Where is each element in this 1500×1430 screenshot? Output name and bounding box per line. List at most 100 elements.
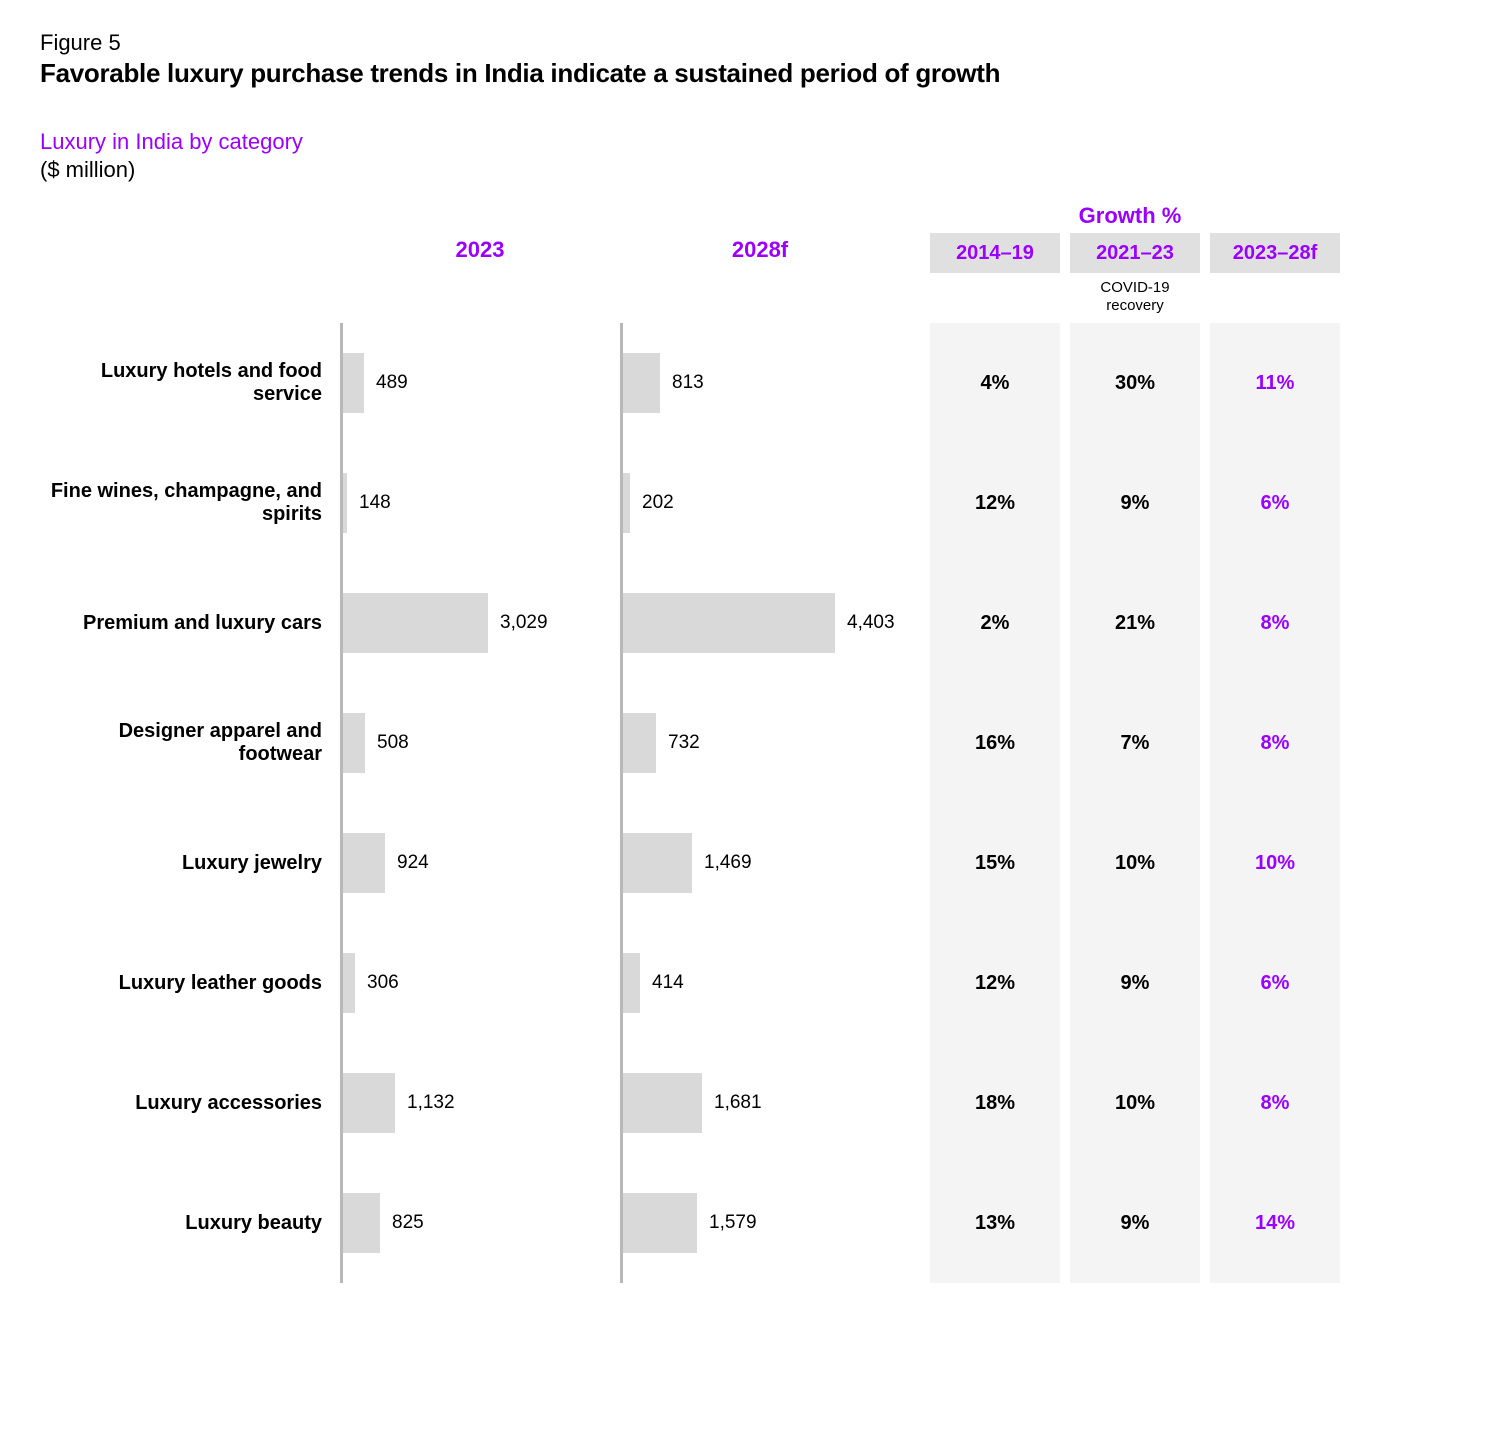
bar-value: 202 (642, 492, 674, 514)
bar-value: 813 (672, 372, 704, 394)
growth-column-note: COVID-19recovery (1070, 273, 1200, 323)
growth-cell: 30% (1070, 323, 1200, 443)
bar-cell: 1,579 (620, 1163, 900, 1283)
bar-cell: 414 (620, 923, 900, 1043)
growth-cell: 11% (1210, 323, 1340, 443)
figure-number: Figure 5 (40, 30, 1460, 56)
figure-title: Favorable luxury purchase trends in Indi… (40, 58, 1460, 89)
labels-note-spacer (40, 273, 340, 323)
bar-cell: 1,132 (340, 1043, 620, 1163)
growth-cell: 12% (930, 443, 1060, 563)
bar-cell: 4,403 (620, 563, 900, 683)
growth-column-note (930, 273, 1060, 323)
bar-note-spacer (340, 273, 620, 323)
bar (620, 593, 835, 653)
growth-cell: 9% (1070, 443, 1200, 563)
bar-cell: 825 (340, 1163, 620, 1283)
axis-line (620, 323, 623, 1283)
bar-cell: 489 (340, 323, 620, 443)
bar-value: 489 (376, 372, 408, 394)
growth-cell: 6% (1210, 443, 1340, 563)
bar (620, 353, 660, 413)
bar-value: 1,469 (704, 852, 752, 874)
bar-cell: 924 (340, 803, 620, 923)
growth-column-header: 2021–23 (1070, 233, 1200, 273)
bar-value: 1,681 (714, 1092, 762, 1114)
growth-cell: 10% (1210, 803, 1340, 923)
growth-cell: 8% (1210, 1043, 1340, 1163)
growth-cell: 2% (930, 563, 1060, 683)
chart-subtitle: Luxury in India by category (40, 129, 1460, 155)
growth-super-header: Growth % (920, 203, 1340, 233)
growth-cell: 14% (1210, 1163, 1340, 1283)
bar-cell: 306 (340, 923, 620, 1043)
bar-value: 1,579 (709, 1212, 757, 1234)
growth-column: 2021–23COVID-19recovery30%9%21%7%10%9%10… (1070, 233, 1200, 1283)
category-label: Premium and luxury cars (40, 563, 340, 683)
growth-cell: 8% (1210, 683, 1340, 803)
bar-value: 3,029 (500, 612, 548, 634)
bar-value: 306 (367, 972, 399, 994)
bar (340, 833, 385, 893)
growth-column-header: 2014–19 (930, 233, 1060, 273)
bar-cell: 1,681 (620, 1043, 900, 1163)
bar-column: 2028f 813 202 4,403 732 1,469 414 1,681 1,579 (620, 203, 900, 1283)
bar (620, 713, 656, 773)
category-label: Luxury leather goods (40, 923, 340, 1043)
growth-cell: 9% (1070, 923, 1200, 1043)
growth-cell: 16% (930, 683, 1060, 803)
bar-column: 2023 489 148 3,029 508 924 306 1,132 825 (340, 203, 620, 1283)
bar (340, 353, 364, 413)
bar-cell: 148 (340, 443, 620, 563)
category-label: Designer apparel and footwear (40, 683, 340, 803)
growth-cell: 9% (1070, 1163, 1200, 1283)
bar (620, 833, 692, 893)
axis-line (340, 323, 343, 1283)
bar (340, 593, 488, 653)
category-label: Fine wines, champagne, and spirits (40, 443, 340, 563)
bar (620, 953, 640, 1013)
bar-value: 508 (377, 732, 409, 754)
growth-column: 2014–194%12%2%16%15%12%18%13% (930, 233, 1060, 1283)
bar-cell: 813 (620, 323, 900, 443)
bar (340, 713, 365, 773)
growth-cell: 10% (1070, 1043, 1200, 1163)
bar-column-header: 2028f (732, 237, 788, 263)
bar-column-header: 2023 (456, 237, 505, 263)
growth-cell: 8% (1210, 563, 1340, 683)
unit-label: ($ million) (40, 157, 1460, 183)
bar-value: 1,132 (407, 1092, 455, 1114)
bar-cell: 732 (620, 683, 900, 803)
bar (620, 1073, 702, 1133)
bar-value: 148 (359, 492, 391, 514)
growth-column: 2023–28f11%6%8%8%10%6%8%14% (1210, 233, 1340, 1283)
bar-cell: 202 (620, 443, 900, 563)
growth-cell: 10% (1070, 803, 1200, 923)
growth-column-header: 2023–28f (1210, 233, 1340, 273)
growth-cell: 7% (1070, 683, 1200, 803)
bar-cell: 508 (340, 683, 620, 803)
bar (340, 1193, 380, 1253)
growth-cell: 15% (930, 803, 1060, 923)
bar-value: 732 (668, 732, 700, 754)
category-labels-column: Luxury hotels and food serviceFine wines… (40, 203, 340, 1283)
growth-cell: 12% (930, 923, 1060, 1043)
growth-column-note (1210, 273, 1340, 323)
bar-value: 825 (392, 1212, 424, 1234)
labels-header-spacer (40, 203, 340, 273)
bar-value: 924 (397, 852, 429, 874)
category-label: Luxury beauty (40, 1163, 340, 1283)
chart-container: Luxury hotels and food serviceFine wines… (40, 203, 1460, 1283)
bar-value: 414 (652, 972, 684, 994)
category-label: Luxury hotels and food service (40, 323, 340, 443)
bar (620, 1193, 697, 1253)
growth-cell: 13% (930, 1163, 1060, 1283)
growth-section: Growth % 2014–194%12%2%16%15%12%18%13%20… (920, 203, 1340, 1283)
bar (340, 1073, 395, 1133)
growth-cell: 21% (1070, 563, 1200, 683)
bar-value: 4,403 (847, 612, 895, 634)
growth-cell: 18% (930, 1043, 1060, 1163)
growth-cell: 4% (930, 323, 1060, 443)
category-label: Luxury jewelry (40, 803, 340, 923)
bar-note-spacer (620, 273, 900, 323)
